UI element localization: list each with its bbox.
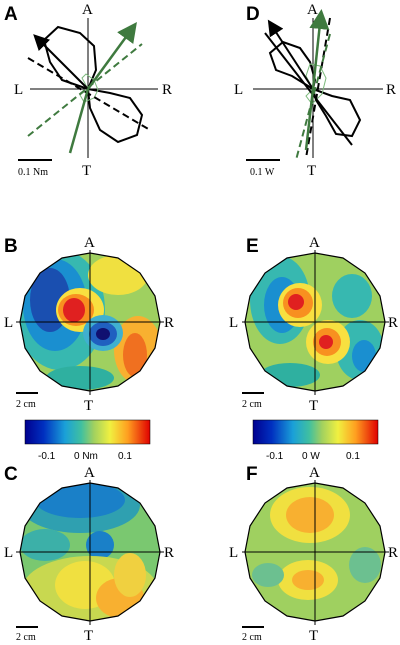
scale-label: 2 cm bbox=[242, 632, 262, 643]
colorbar-gradient bbox=[24, 419, 151, 445]
axis-label-a: A bbox=[84, 465, 95, 481]
scale-label: 2 cm bbox=[16, 399, 36, 410]
power-polygon-small bbox=[305, 63, 327, 105]
dashed-axis-green bbox=[27, 43, 143, 137]
axis-label-a: A bbox=[309, 235, 320, 251]
panel-d-letter: D bbox=[246, 4, 260, 25]
axis-label-l: L bbox=[4, 315, 13, 331]
panel-d: D A L R T 0.1 W bbox=[234, 2, 396, 179]
torque-polygon-lower bbox=[86, 87, 144, 144]
green-line bbox=[68, 88, 90, 154]
scale-label: 0.1 Nm bbox=[18, 167, 48, 178]
colorbar-tick: 0.1 bbox=[118, 451, 132, 462]
colorbar-tick: -0.1 bbox=[38, 451, 56, 462]
axis-label-a: A bbox=[84, 235, 95, 251]
axis-label-t: T bbox=[82, 163, 91, 179]
axis-label-a: A bbox=[307, 2, 318, 18]
panel-e: E A L R T 2 cm bbox=[229, 235, 398, 414]
green-arrow bbox=[86, 21, 137, 90]
dashed-axis-black bbox=[27, 57, 151, 131]
colorbar-tick: 0 Nm bbox=[74, 451, 98, 462]
black-line bbox=[264, 32, 353, 146]
colorbar-left: -0.1 0 Nm 0.1 bbox=[24, 419, 151, 462]
axis-label-r: R bbox=[164, 315, 174, 331]
panel-c: C A L R T 2 cm bbox=[4, 464, 174, 644]
colorbar-tick: 0 W bbox=[302, 451, 320, 462]
axis-label-t: T bbox=[84, 398, 93, 414]
axis-label-r: R bbox=[164, 545, 174, 561]
panel-f: F A L R T 2 cm bbox=[229, 464, 398, 644]
power-arrow bbox=[267, 19, 314, 90]
panel-f-letter: F bbox=[246, 464, 258, 485]
colorbar-gradient bbox=[252, 419, 379, 445]
panel-e-letter: E bbox=[246, 236, 259, 257]
axis-label-r: R bbox=[388, 545, 398, 561]
axis-label-l: L bbox=[229, 545, 238, 561]
axis-label-a: A bbox=[309, 465, 320, 481]
panel-a: A A L R T 0.1 Nm bbox=[4, 2, 172, 179]
axis-label-t: T bbox=[309, 628, 318, 644]
scale-label: 2 cm bbox=[16, 632, 36, 643]
torque-arrow bbox=[33, 34, 89, 90]
panel-a-letter: A bbox=[4, 4, 18, 25]
power-polygon-lower bbox=[311, 87, 362, 138]
axis-label-l: L bbox=[234, 82, 243, 98]
axis-label-r: R bbox=[386, 82, 396, 98]
axis-label-l: L bbox=[14, 82, 23, 98]
axis-label-t: T bbox=[307, 163, 316, 179]
colorbar-tick: -0.1 bbox=[266, 451, 284, 462]
axis-label-t: T bbox=[84, 628, 93, 644]
scale-label: 2 cm bbox=[242, 399, 262, 410]
torque-polygon-small bbox=[79, 73, 99, 103]
dashed-axis-black bbox=[305, 17, 331, 159]
axis-label-t: T bbox=[309, 398, 318, 414]
scale-label: 0.1 W bbox=[250, 167, 275, 178]
axis-label-r: R bbox=[162, 82, 172, 98]
contour-map-c bbox=[20, 483, 160, 621]
panel-b: B A L R T 2 cm bbox=[4, 235, 174, 414]
panel-b-letter: B bbox=[4, 236, 18, 257]
axis-label-a: A bbox=[82, 2, 93, 18]
axis-label-l: L bbox=[229, 315, 238, 331]
green-arrow bbox=[309, 9, 330, 90]
panel-c-letter: C bbox=[4, 464, 18, 485]
torque-polygon-upper bbox=[42, 25, 98, 91]
colorbar-right: -0.1 0 W 0.1 bbox=[252, 419, 379, 462]
axis-label-l: L bbox=[4, 545, 13, 561]
axis-label-r: R bbox=[388, 315, 398, 331]
colorbar-tick: 0.1 bbox=[346, 451, 360, 462]
